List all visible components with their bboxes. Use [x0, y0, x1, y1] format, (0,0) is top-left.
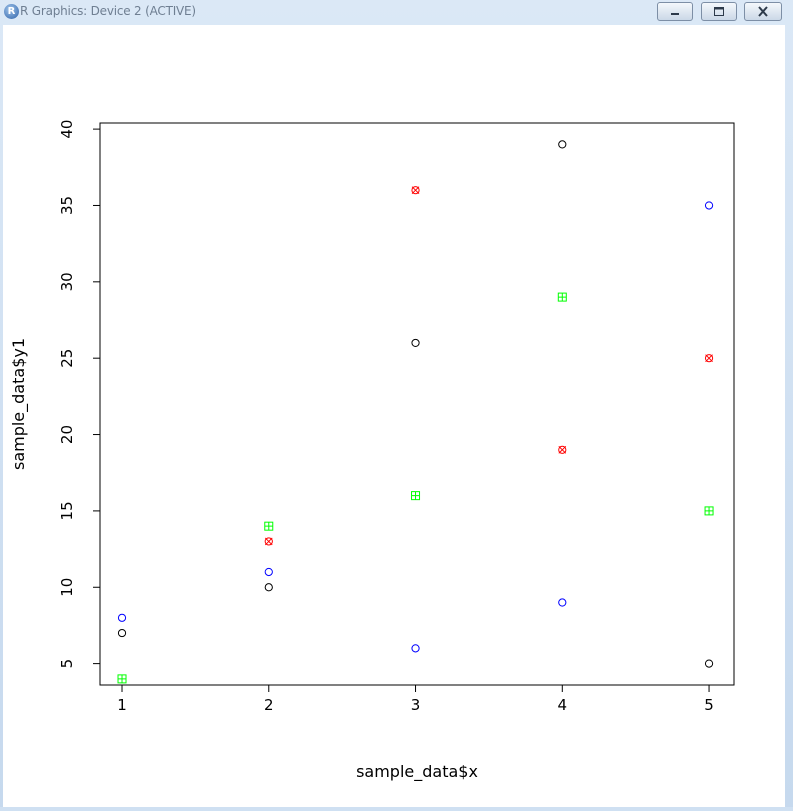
data-point [117, 628, 127, 638]
close-button[interactable] [744, 2, 782, 21]
data-point [704, 201, 714, 210]
data-point [264, 521, 274, 531]
graphics-device-area: 1 2 3 4 5 5 10 15 20 25 30 35 40 sample_data$x samp… [3, 25, 785, 807]
maximize-icon [714, 7, 724, 16]
window-title: R Graphics: Device 2 (ACTIVE) [20, 4, 196, 18]
close-icon [758, 6, 768, 17]
x-tick-label: 2 [264, 696, 274, 714]
data-point [557, 292, 567, 302]
data-point [558, 445, 567, 454]
data-point [411, 338, 420, 348]
y-axis-label: sample_data$y1 [9, 338, 29, 470]
minimize-button[interactable] [657, 2, 693, 21]
data-points [117, 140, 714, 684]
x-axis-label: sample_data$x [356, 762, 478, 782]
y-tick-label: 30 [58, 272, 76, 291]
x-tick-label: 5 [704, 696, 714, 714]
title-bar[interactable]: R R Graphics: Device 2 (ACTIVE) [0, 0, 793, 24]
data-point [704, 354, 714, 363]
plot-frame [99, 122, 735, 686]
x-tick-label: 3 [411, 696, 421, 714]
data-point [264, 537, 273, 546]
data-point [411, 491, 421, 501]
data-point [264, 567, 273, 577]
scatter-plot: 1 2 3 4 5 5 10 15 20 25 30 35 40 sample_data$x samp… [9, 120, 735, 782]
minimize-icon [671, 13, 679, 15]
y-tick-label: 10 [58, 578, 76, 597]
data-point [264, 583, 273, 592]
data-point [558, 598, 567, 607]
data-point [704, 659, 714, 668]
y-tick-label: 40 [58, 120, 76, 139]
y-tick-label: 15 [58, 501, 76, 520]
data-point [117, 613, 127, 622]
y-axis: 5 10 15 20 25 30 35 40 [58, 120, 101, 669]
y-tick-label: 5 [58, 659, 76, 669]
maximize-button[interactable] [701, 2, 737, 21]
data-point [558, 140, 567, 149]
r-app-icon: R [4, 4, 19, 19]
y-tick-label: 35 [58, 196, 76, 215]
data-point [117, 674, 127, 684]
data-point [704, 506, 714, 516]
y-tick-label: 25 [58, 349, 76, 368]
data-point [411, 644, 420, 653]
x-axis: 1 2 3 4 5 [117, 684, 714, 714]
x-tick-label: 1 [117, 696, 127, 714]
data-point [411, 186, 420, 195]
y-tick-label: 20 [58, 425, 76, 444]
x-tick-label: 4 [558, 696, 568, 714]
